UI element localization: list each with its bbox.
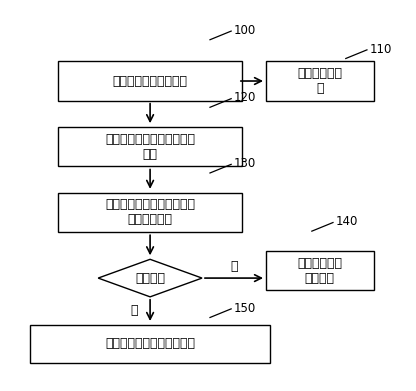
Bar [58,193,242,232]
Bar [266,251,374,290]
Text: 是: 是 [130,304,138,317]
Text: 视频底部划定区域检测车辆
出现: 视频底部划定区域检测车辆 出现 [105,133,195,161]
Text: 110: 110 [370,43,392,56]
Text: 120: 120 [234,91,256,104]
Bar [58,61,242,101]
Bar [58,127,242,167]
Text: 100: 100 [234,24,256,37]
Text: 大于阈值: 大于阈值 [135,272,165,285]
Text: 背景建立与更
新: 背景建立与更 新 [297,67,342,95]
Text: 提取车辆模板，帧差计算车
辆运动状态值: 提取车辆模板，帧差计算车 辆运动状态值 [105,198,195,226]
Polygon shape [98,259,202,297]
Text: 获取当前帧的车辆图像: 获取当前帧的车辆图像 [113,75,188,88]
Text: 150: 150 [234,301,256,315]
Text: 否: 否 [230,260,238,273]
Bar [266,61,374,101]
Bar [30,325,270,362]
Text: 虚拟线圈法检测车辆闯红灯: 虚拟线圈法检测车辆闯红灯 [105,337,195,350]
Text: 140: 140 [336,215,358,228]
Text: 跟踪法检测车
辆闯红灯: 跟踪法检测车 辆闯红灯 [297,256,342,285]
Text: 130: 130 [234,157,256,170]
